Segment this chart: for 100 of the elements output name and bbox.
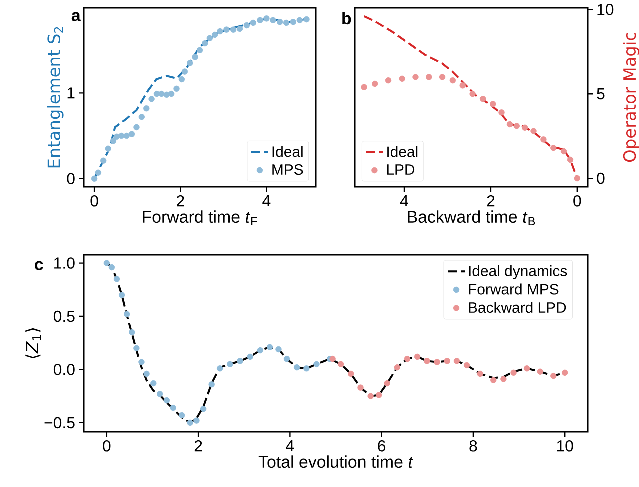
x-tick-label: 10 — [557, 440, 574, 452]
point — [560, 148, 568, 155]
point — [506, 121, 514, 128]
point — [276, 19, 284, 26]
point — [250, 20, 256, 26]
point — [138, 359, 145, 366]
point — [237, 358, 244, 364]
point — [247, 354, 254, 360]
y-axis-title: Entanglement S$_{2}$ — [47, 27, 64, 168]
point — [118, 292, 126, 298]
y-tick-label: 5 — [597, 88, 605, 100]
x-axis-title: Total evolution time t — [258, 456, 414, 468]
point — [257, 347, 264, 354]
point — [129, 329, 136, 336]
point — [480, 96, 486, 102]
point — [138, 114, 145, 120]
legend-label: Forward MPS — [469, 284, 559, 295]
point — [330, 356, 336, 362]
point — [454, 358, 460, 364]
x-tick-label: 2 — [177, 196, 184, 207]
point — [270, 17, 276, 24]
point — [164, 397, 170, 404]
y-tick-label: 1 — [68, 88, 75, 99]
chart-title: c — [35, 261, 44, 270]
point — [434, 359, 440, 366]
point — [424, 358, 430, 364]
point — [384, 380, 390, 387]
x-tick-label: 0 — [574, 196, 582, 207]
point — [227, 361, 234, 368]
point — [414, 354, 421, 360]
point — [376, 392, 382, 398]
point — [124, 311, 130, 318]
point — [105, 146, 112, 152]
point — [510, 370, 517, 376]
x-tick-label: 4 — [400, 196, 408, 206]
legend-label: Ideal — [272, 146, 303, 158]
point — [283, 20, 290, 26]
point — [574, 175, 581, 182]
point — [372, 80, 378, 88]
point — [304, 16, 310, 23]
point — [358, 384, 364, 391]
point — [156, 391, 164, 398]
point — [104, 260, 110, 266]
y-tick-label: 10 — [598, 4, 614, 16]
point — [208, 382, 215, 388]
x-axis-title: Forward time t$_{F}$ — [143, 210, 258, 226]
point — [338, 361, 344, 368]
point — [412, 74, 419, 80]
point — [522, 124, 528, 131]
point — [294, 364, 300, 371]
point — [304, 366, 310, 372]
point — [394, 364, 401, 371]
y-axis-title: ⟨Z$_{1}$⟩ — [26, 328, 42, 359]
point — [477, 370, 484, 378]
point — [216, 366, 224, 372]
x-tick-label: 2 — [194, 440, 202, 452]
point — [266, 344, 274, 350]
point — [498, 110, 505, 116]
point — [148, 96, 155, 102]
x-tick-label: 6 — [378, 440, 386, 452]
y-tick-label: 1.0 — [54, 258, 75, 269]
y-tick-label: −0.5 — [44, 417, 75, 429]
point — [550, 145, 557, 152]
x-tick-label: 0 — [103, 440, 111, 452]
point — [514, 123, 520, 130]
point — [182, 68, 188, 75]
y-tick-label: 0.5 — [54, 310, 75, 322]
point — [144, 370, 150, 378]
point — [500, 376, 507, 382]
point — [212, 32, 218, 38]
point — [276, 346, 282, 353]
point — [368, 393, 374, 400]
point — [187, 60, 194, 66]
legend-label: MPS — [272, 164, 304, 176]
point — [174, 86, 180, 92]
y-tick-label: 0 — [67, 173, 75, 184]
x-tick-label: 0 — [90, 196, 98, 207]
point — [450, 78, 456, 84]
point — [562, 370, 568, 376]
point — [524, 366, 530, 372]
point — [118, 132, 125, 140]
chart-title: b — [342, 12, 352, 25]
point — [202, 40, 208, 47]
point — [257, 17, 264, 24]
point — [144, 106, 150, 112]
y-axis-title: Operator Magic — [623, 33, 639, 162]
point — [284, 356, 290, 362]
point — [196, 47, 204, 54]
x-tick-label: 2 — [487, 196, 495, 207]
point — [108, 264, 116, 271]
point — [444, 358, 450, 364]
point — [187, 420, 194, 426]
point — [236, 26, 244, 32]
point — [168, 90, 175, 98]
point — [110, 138, 117, 144]
point — [490, 101, 496, 108]
point — [348, 370, 354, 378]
point — [290, 19, 297, 26]
y-tick-label: 0 — [597, 172, 605, 184]
point — [404, 356, 411, 362]
